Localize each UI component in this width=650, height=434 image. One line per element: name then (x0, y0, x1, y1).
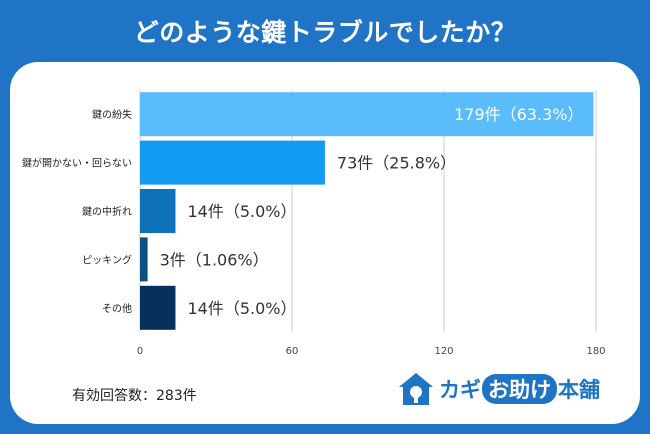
bar-2 (140, 189, 176, 233)
bar-1 (140, 140, 325, 185)
data-label-1: 73件（25.8%） (337, 154, 456, 173)
brand-wordmark: カギ お助け 本舗 (439, 374, 600, 404)
category-label-1: 鍵が開かない・回らない (22, 157, 132, 170)
chart-bars (140, 92, 594, 330)
brand-logo: カギ お助け 本舗 (395, 365, 600, 413)
data-label-3: 3件（1.06%） (160, 250, 269, 269)
x-tick-label-3: 180 (586, 346, 605, 357)
data-label-4: 14件（5.0%） (187, 299, 296, 318)
page-title: どのような鍵トラブルでしたか？ (133, 18, 517, 47)
x-tick-label-0: 0 (137, 346, 143, 357)
category-label-0: 鍵の紛失 (92, 108, 132, 121)
bar-3 (140, 237, 148, 282)
house-key-icon (399, 373, 433, 405)
data-label-0: 179件（63.3%） (454, 105, 583, 124)
bar-4 (140, 285, 176, 330)
bar-0 (140, 92, 594, 137)
total-responses: 有効回答数：283件 (72, 388, 197, 404)
category-label-3: ピッキング (82, 253, 132, 266)
x-tick-label-1: 60 (286, 346, 299, 357)
brand-name-a: カギ (439, 378, 481, 402)
category-label-4: その他 (102, 302, 132, 315)
brand-name-b: お助け (482, 374, 557, 404)
brand-name-c: 本舗 (558, 378, 600, 402)
data-label-2: 14件（5.0%） (187, 202, 296, 221)
x-tick-labels: 0 60 120 180 (137, 346, 606, 357)
data-labels: 179件（63.3%） 73件（25.8%） 14件（5.0%） 3件（1.06%） 1… (160, 105, 584, 318)
x-tick-label-2: 120 (434, 346, 453, 357)
category-label-2: 鍵の中折れ (82, 205, 132, 218)
